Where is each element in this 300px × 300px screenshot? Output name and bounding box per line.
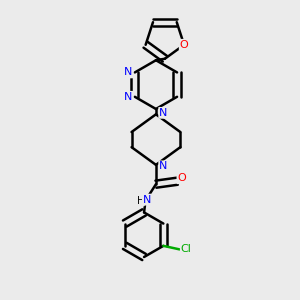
Text: O: O xyxy=(177,173,186,183)
Text: N: N xyxy=(124,68,133,77)
Text: H: H xyxy=(136,196,144,206)
Text: O: O xyxy=(180,40,188,50)
Text: Cl: Cl xyxy=(181,244,192,254)
Text: N: N xyxy=(124,92,133,102)
Text: N: N xyxy=(159,108,168,118)
Text: N: N xyxy=(159,161,168,171)
Text: N: N xyxy=(143,195,151,205)
